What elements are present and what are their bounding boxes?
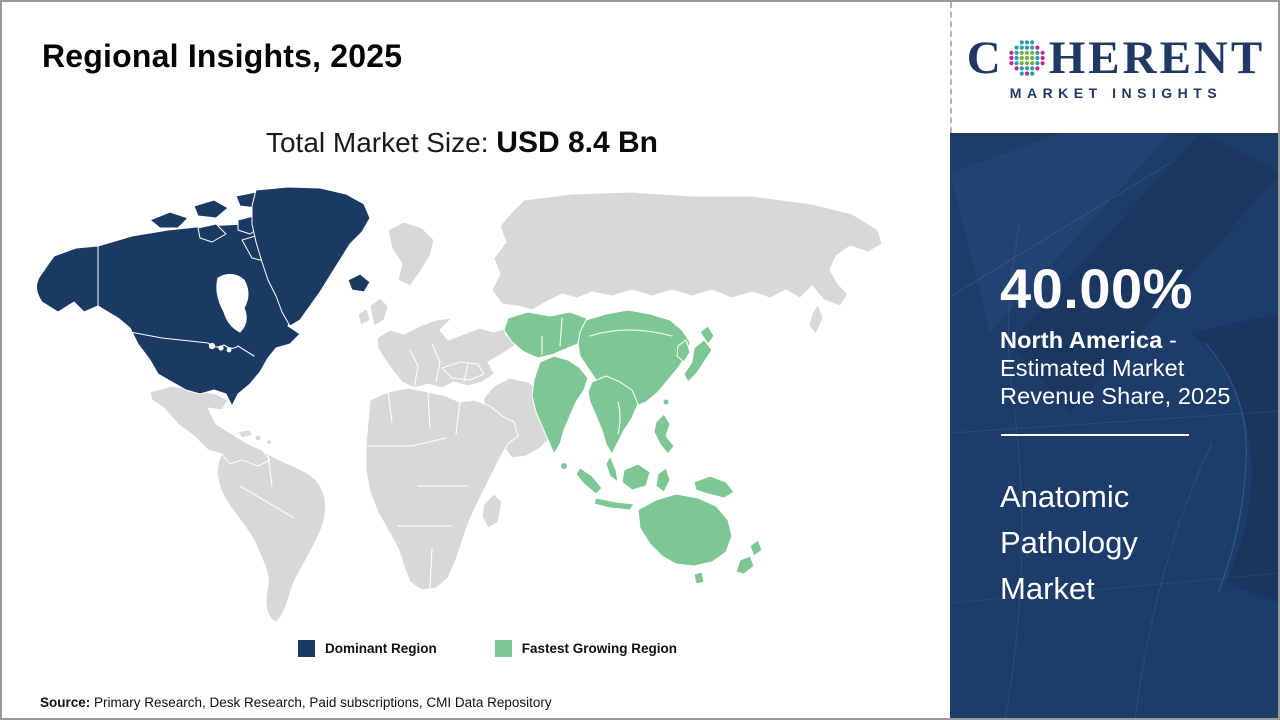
dominant-region-label: Dominant Region bbox=[325, 641, 437, 656]
highlight-sidebar: 40.00% North America - Estimated Market … bbox=[950, 133, 1278, 718]
world-map bbox=[32, 185, 892, 627]
brand-tagline: MARKET INSIGHTS bbox=[1009, 84, 1223, 101]
sidebar-content: 40.00% North America - Estimated Market … bbox=[1000, 261, 1270, 612]
page-title: Regional Insights, 2025 bbox=[42, 38, 403, 74]
total-market-size: Total Market Size: USD 8.4 Bn bbox=[32, 126, 892, 160]
market-share-desc-text: - Estimated Market Revenue Share, 2025 bbox=[1000, 327, 1231, 409]
region-north-america bbox=[36, 186, 371, 407]
coherent-dot-globe-icon bbox=[1009, 40, 1045, 76]
source-text: Primary Research, Desk Research, Paid su… bbox=[90, 695, 552, 710]
brand-letter-c: C bbox=[966, 31, 1004, 84]
market-name: Anatomic Pathology Market bbox=[1000, 479, 1138, 606]
source-note: Source: Primary Research, Desk Research,… bbox=[40, 695, 552, 710]
brand-logo-wordmark: C HERENT bbox=[966, 31, 1266, 84]
brand-logo: C HERENT bbox=[950, 2, 1278, 133]
sidebar-divider bbox=[1001, 434, 1189, 436]
legend-item-fastest-growing: Fastest Growing Region bbox=[494, 640, 678, 657]
market-share-value: 40.00% bbox=[1000, 257, 1193, 320]
brand-wordmark-rest: HERENT bbox=[1048, 31, 1266, 84]
fastest-growing-region-label: Fastest Growing Region bbox=[521, 641, 678, 656]
legend-item-dominant: Dominant Region bbox=[298, 640, 437, 657]
region-rest-of-world bbox=[149, 191, 883, 623]
source-label: Source: bbox=[40, 695, 91, 710]
map-legend: Dominant Region Fastest Growing Region bbox=[298, 640, 677, 657]
dominant-region-swatch bbox=[298, 640, 315, 657]
world-map-svg bbox=[36, 186, 883, 623]
market-share-region: North America bbox=[1000, 327, 1163, 353]
region-asia-pacific bbox=[503, 309, 763, 585]
total-market-size-value: USD 8.4 Bn bbox=[496, 126, 659, 159]
total-market-size-label: Total Market Size: bbox=[265, 127, 497, 158]
sidebar-map-texture bbox=[950, 133, 1278, 718]
fastest-growing-region-swatch bbox=[494, 640, 512, 657]
market-share-description: North America - Estimated Market Revenue… bbox=[1000, 326, 1270, 410]
